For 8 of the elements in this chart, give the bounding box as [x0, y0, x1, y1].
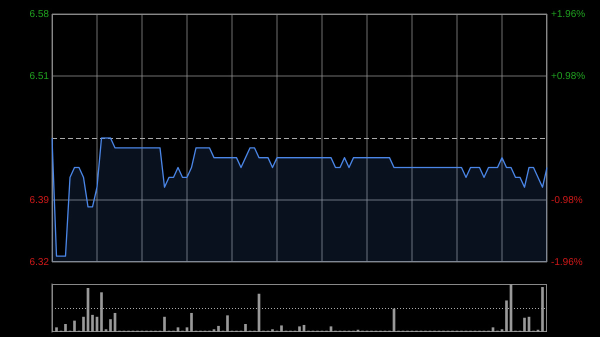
y2-tick-label: -0.98%	[551, 194, 583, 206]
y-tick-label: 6.51	[30, 70, 50, 82]
y2-tick-label: -1.96%	[551, 256, 583, 268]
y-tick-label: 6.58	[30, 8, 50, 20]
y-tick-label: 6.32	[30, 256, 50, 268]
y2-tick-label: +1.96%	[551, 8, 586, 20]
y2-tick-label: +0.98%	[551, 70, 586, 82]
y-tick-label: 6.39	[30, 194, 50, 206]
